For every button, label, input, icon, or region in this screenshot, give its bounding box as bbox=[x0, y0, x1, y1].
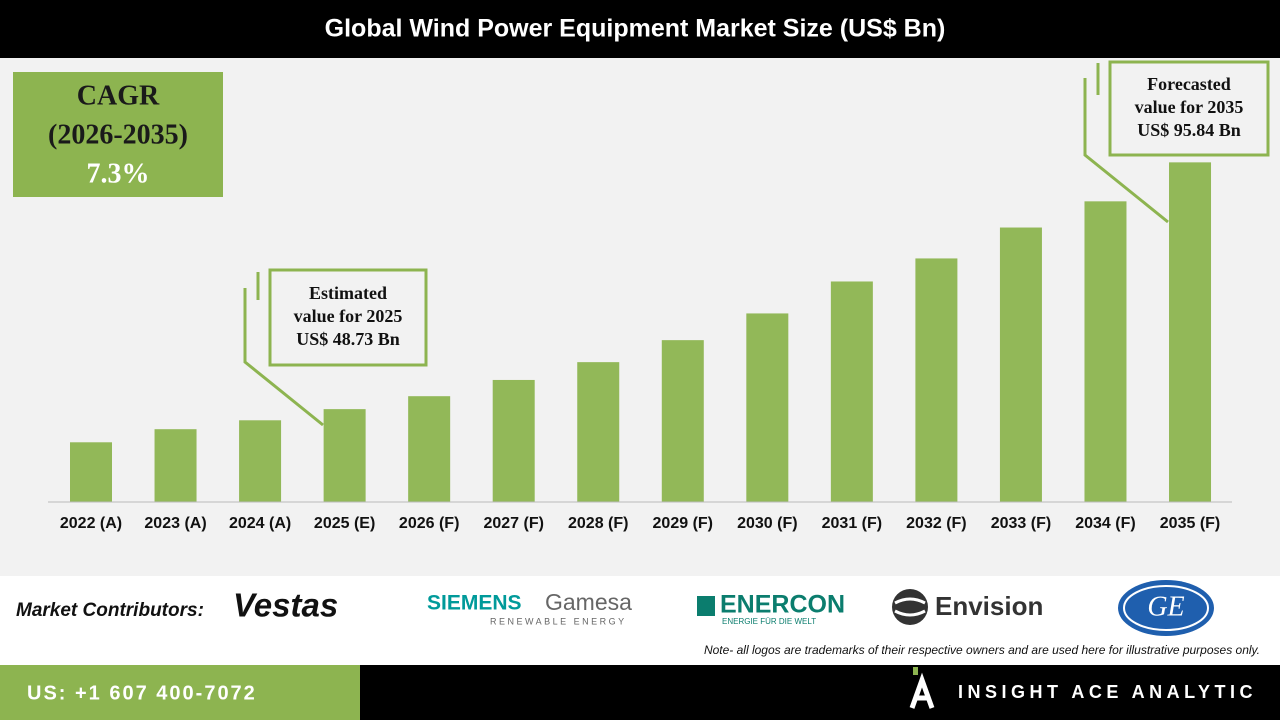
vestas-logo: Vestas bbox=[233, 587, 338, 624]
x-tick-label: 2027 (F) bbox=[483, 515, 543, 532]
x-tick-label: 2033 (F) bbox=[991, 515, 1051, 532]
contributors-label: Market Contributors: bbox=[16, 600, 204, 621]
callout-text: value for 2025 bbox=[294, 306, 403, 326]
brand-icon bbox=[909, 672, 935, 709]
x-tick-label: 2025 (E) bbox=[314, 515, 375, 532]
brand: INSIGHT ACE ANALYTIC bbox=[958, 682, 1257, 702]
callout-text: value for 2035 bbox=[1135, 97, 1244, 117]
x-tick-label: 2024 (A) bbox=[229, 515, 291, 532]
enercon-subtitle: ENERGIE FÜR DIE WELT bbox=[722, 617, 816, 626]
envision-logo: Envision bbox=[935, 591, 1043, 621]
x-tick-label: 2028 (F) bbox=[568, 515, 628, 532]
bar bbox=[746, 313, 789, 502]
bar bbox=[915, 258, 958, 502]
callout-pointer bbox=[1083, 78, 1169, 224]
logo-strip bbox=[0, 576, 1280, 665]
chart-title: Global Wind Power Equipment Market Size … bbox=[325, 15, 946, 43]
siemens-logo: SIEMENS bbox=[427, 592, 522, 615]
bar bbox=[661, 340, 704, 502]
x-tick-label: 2026 (F) bbox=[399, 515, 459, 532]
siemens-subtitle: RENEWABLE ENERGY bbox=[490, 616, 627, 626]
note: Note- all logos are trademarks of their … bbox=[704, 643, 1260, 657]
bar bbox=[408, 396, 451, 502]
ge-logo-ring bbox=[1123, 585, 1209, 631]
bar bbox=[239, 420, 282, 502]
callout-text: Forecasted bbox=[1147, 74, 1231, 94]
envision-icon bbox=[892, 589, 928, 625]
phone: US: +1 607 400-7072 bbox=[27, 682, 257, 704]
ge-logo-badge bbox=[1118, 580, 1214, 636]
bar bbox=[70, 442, 112, 502]
x-tick-label: 2031 (F) bbox=[822, 515, 882, 532]
brand-icon-accent bbox=[913, 667, 918, 675]
cagr-label: CAGR bbox=[77, 80, 160, 111]
gamesa-logo: Gamesa bbox=[545, 589, 632, 615]
cagr-value: 7.3% bbox=[87, 158, 150, 189]
ge-logo: GE bbox=[1147, 591, 1184, 622]
callout-box bbox=[268, 268, 428, 367]
bar bbox=[577, 362, 620, 502]
callout-lines bbox=[243, 63, 1169, 427]
bar bbox=[323, 409, 366, 502]
envision-icon-mark bbox=[894, 597, 926, 617]
x-tick-label: 2029 (F) bbox=[653, 515, 713, 532]
bar bbox=[1084, 201, 1127, 503]
callout-text: Estimated bbox=[309, 283, 387, 303]
bar bbox=[999, 227, 1042, 502]
callout-text: US$ 48.73 Bn bbox=[296, 329, 400, 349]
x-tick-label: 2035 (F) bbox=[1160, 515, 1220, 532]
x-tick-label: 2034 (F) bbox=[1075, 515, 1135, 532]
cagr-box bbox=[13, 72, 223, 197]
x-tick-label: 2030 (F) bbox=[737, 515, 797, 532]
x-tick-label: 2022 (A) bbox=[60, 515, 122, 532]
callout-pointer bbox=[243, 288, 324, 427]
callout-text: US$ 95.84 Bn bbox=[1137, 120, 1241, 140]
x-tick-label: 2032 (F) bbox=[906, 515, 966, 532]
enercon-icon bbox=[697, 596, 715, 616]
bar bbox=[1169, 162, 1212, 502]
bar bbox=[154, 429, 197, 502]
brand-bar bbox=[360, 665, 1280, 720]
enercon-logo: ENERCON bbox=[720, 591, 845, 619]
x-tick-label: 2023 (A) bbox=[144, 515, 206, 532]
bar bbox=[830, 281, 873, 502]
cagr-period: (2026-2035) bbox=[48, 119, 188, 150]
title-bar bbox=[0, 0, 1280, 58]
bar bbox=[492, 379, 535, 502]
phone-bar bbox=[0, 665, 360, 720]
callout-box bbox=[1108, 60, 1270, 157]
bar-chart: 2022 (A) 2023 (A) 2024 (A) 2025 (E) 2026 (F)… bbox=[48, 74, 1243, 532]
